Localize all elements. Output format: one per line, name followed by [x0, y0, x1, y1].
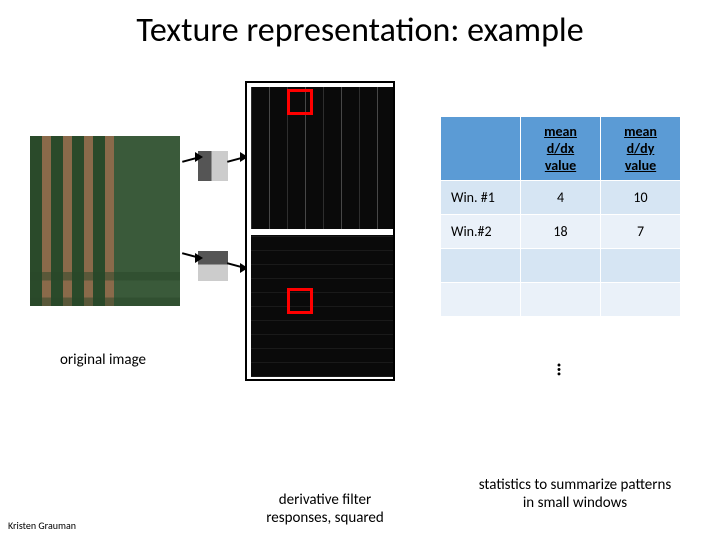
original-image-label: original image — [60, 351, 146, 369]
table-corner — [441, 117, 521, 181]
original-image — [30, 136, 180, 306]
table-row: Win.#2 18 7 — [441, 215, 681, 249]
content-area: original image derivative filter respons… — [0, 51, 720, 531]
arrow-line-4 — [227, 262, 241, 267]
col-header-ddx: mean d/dx value — [521, 117, 601, 181]
empty-cell — [601, 283, 681, 317]
empty-cell — [441, 249, 521, 283]
statistics-table: mean d/dx value mean d/dy value Win. #1 … — [440, 116, 681, 317]
cell-ddy: 7 — [601, 215, 681, 249]
cell-ddx: 4 — [521, 181, 601, 215]
table-row — [441, 283, 681, 317]
empty-cell — [521, 249, 601, 283]
ellipsis-icon: … — [552, 362, 576, 373]
arrow-2 — [195, 253, 203, 263]
ddx-response-image — [251, 87, 393, 229]
ddy-response-image — [251, 235, 393, 377]
row-label: Win. #1 — [441, 181, 521, 215]
empty-cell — [601, 249, 681, 283]
table-row: Win. #1 4 10 — [441, 181, 681, 215]
arrow-line-2 — [182, 252, 196, 257]
slide-title: Texture representation: example — [0, 0, 720, 51]
stats-label: statistics to summarize patterns in smal… — [475, 476, 675, 512]
empty-cell — [441, 283, 521, 317]
table-header-row: mean d/dx value mean d/dy value — [441, 117, 681, 181]
cell-ddy: 10 — [601, 181, 681, 215]
row-label: Win.#2 — [441, 215, 521, 249]
derivative-label: derivative filter responses, squared — [255, 491, 395, 527]
col-header-ddy: mean d/dy value — [601, 117, 681, 181]
arrow-line-1 — [182, 157, 196, 162]
window-2-box — [287, 288, 313, 314]
author-credit: Kristen Grauman — [8, 519, 76, 532]
empty-cell — [521, 283, 601, 317]
arrow-1 — [195, 152, 203, 162]
window-1-box — [287, 89, 313, 115]
filter-response-container — [245, 81, 395, 381]
cell-ddx: 18 — [521, 215, 601, 249]
arrow-line-3 — [227, 157, 241, 162]
table-row — [441, 249, 681, 283]
